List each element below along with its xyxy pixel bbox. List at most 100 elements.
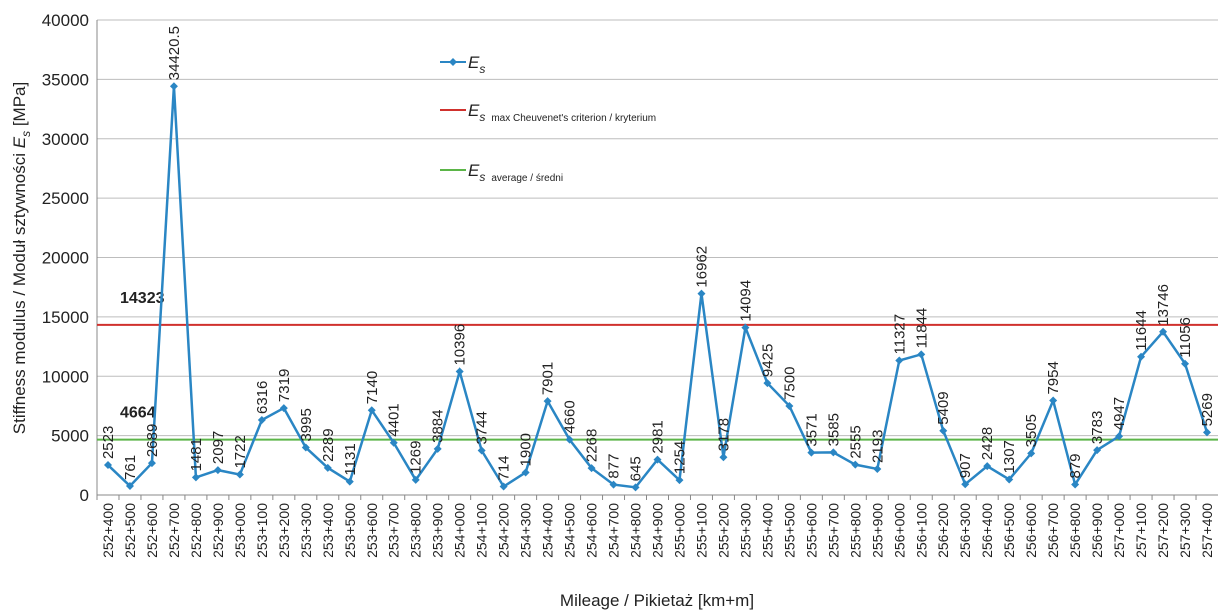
- reference-label: 4664: [120, 405, 156, 422]
- data-label: 907: [957, 453, 974, 478]
- data-point: [257, 415, 266, 424]
- data-label: 1900: [518, 433, 535, 466]
- data-point: [301, 443, 310, 452]
- x-tick-label: 255+700: [825, 503, 841, 558]
- data-point: [367, 406, 376, 415]
- x-axis-label: Mileage / Pikietaż [km+m]: [560, 591, 754, 610]
- x-tick-label: 252+600: [144, 503, 160, 558]
- legend-marker: [449, 58, 457, 66]
- y-axis-label-unit: [MPa]: [10, 82, 29, 131]
- data-label: 9425: [759, 344, 776, 377]
- data-label: 3585: [825, 413, 842, 446]
- data-point: [1071, 480, 1080, 489]
- data-point: [389, 438, 398, 447]
- y-axis-label-symbol: E: [10, 136, 29, 148]
- data-label: 2555: [847, 425, 864, 458]
- data-label: 1269: [408, 441, 425, 474]
- legend-label: Es max Cheuvenet's criterion / kryterium: [468, 101, 656, 124]
- legend-sub: s: [479, 110, 485, 124]
- x-tick-label: 257+200: [1155, 503, 1171, 558]
- data-label: 1254: [671, 441, 688, 474]
- x-tick-label: 255+600: [803, 503, 819, 558]
- data-label: 3505: [1023, 414, 1040, 447]
- data-point: [323, 463, 332, 472]
- x-tick-label: 253+700: [386, 503, 402, 558]
- x-tick-label: 255+500: [781, 503, 797, 558]
- x-tick-label: 254+600: [584, 503, 600, 558]
- data-point: [631, 483, 640, 492]
- x-tick-label: 255+900: [869, 503, 885, 558]
- data-label: 4947: [1111, 397, 1128, 430]
- legend-suffix: max Cheuvenet's criterion / kryterium: [491, 113, 656, 124]
- x-tick-label: 255+400: [759, 503, 775, 558]
- data-label: 3995: [298, 408, 315, 441]
- data-point: [279, 404, 288, 413]
- data-point: [653, 455, 662, 464]
- data-point: [785, 401, 794, 410]
- x-tick-label: 253+100: [254, 503, 270, 558]
- data-label: 1307: [1001, 440, 1018, 473]
- data-label: 3178: [715, 418, 732, 451]
- x-tick-label: 252+500: [122, 503, 138, 558]
- data-point: [1181, 359, 1190, 368]
- x-tick-label: 256+800: [1067, 503, 1083, 558]
- data-label: 5409: [935, 391, 952, 424]
- x-tick-label: 254+300: [518, 503, 534, 558]
- y-tick-label: 10000: [42, 367, 89, 386]
- x-tick-label: 252+400: [100, 503, 116, 558]
- x-tick-label: 253+500: [342, 503, 358, 558]
- legend-suffix: average / średni: [491, 173, 563, 184]
- data-label: 1481: [188, 438, 205, 471]
- data-label: 5269: [1199, 393, 1216, 426]
- data-point: [1203, 428, 1212, 437]
- data-label: 7319: [276, 369, 293, 402]
- x-tick-label: 257+000: [1111, 503, 1127, 558]
- data-label: 2268: [584, 429, 601, 462]
- data-point: [983, 462, 992, 471]
- data-point: [719, 453, 728, 462]
- data-label: 645: [628, 456, 645, 481]
- legend-sub: s: [479, 62, 485, 76]
- y-axis-label-text: Stiffness modulus / Moduł sztywności: [10, 148, 29, 434]
- y-tick-label: 0: [80, 486, 89, 505]
- x-tick-label: 256+000: [891, 503, 907, 558]
- data-point: [1027, 449, 1036, 458]
- data-point: [345, 477, 354, 486]
- x-tick-label: 255+100: [693, 503, 709, 558]
- data-point: [213, 466, 222, 475]
- data-label: 11644: [1133, 310, 1150, 351]
- x-tick-label: 257+300: [1177, 503, 1193, 558]
- data-label: 877: [606, 454, 623, 479]
- data-label: 7140: [364, 371, 381, 404]
- data-point: [1093, 446, 1102, 455]
- data-label: 7954: [1045, 361, 1062, 394]
- x-tick-label: 257+400: [1199, 503, 1215, 558]
- data-label: 7901: [540, 362, 557, 395]
- data-label: 34420.5: [166, 26, 183, 80]
- data-point: [1005, 475, 1014, 484]
- data-label: 1131: [342, 443, 359, 475]
- legend-symbol: E: [468, 53, 480, 72]
- y-tick-label: 5000: [51, 427, 89, 446]
- data-point: [565, 435, 574, 444]
- data-point: [103, 461, 112, 470]
- legend-symbol: E: [468, 101, 480, 120]
- data-point: [917, 350, 926, 359]
- data-point: [1115, 432, 1124, 441]
- x-tick-label: 254+500: [562, 503, 578, 558]
- x-tick-label: 256+100: [913, 503, 929, 558]
- data-label: 10396: [452, 324, 469, 366]
- data-label: 3783: [1089, 411, 1106, 444]
- data-point: [521, 468, 530, 477]
- legend-label: Es average / średni: [468, 161, 563, 184]
- data-point: [455, 367, 464, 376]
- x-tick-label: 254+200: [496, 503, 512, 558]
- data-point: [675, 476, 684, 485]
- x-tick-label: 253+300: [298, 503, 314, 558]
- data-point: [1159, 327, 1168, 336]
- x-tick-label: 253+400: [320, 503, 336, 558]
- y-tick-label: 25000: [42, 189, 89, 208]
- data-point: [235, 470, 244, 479]
- y-tick-label: 20000: [42, 249, 89, 268]
